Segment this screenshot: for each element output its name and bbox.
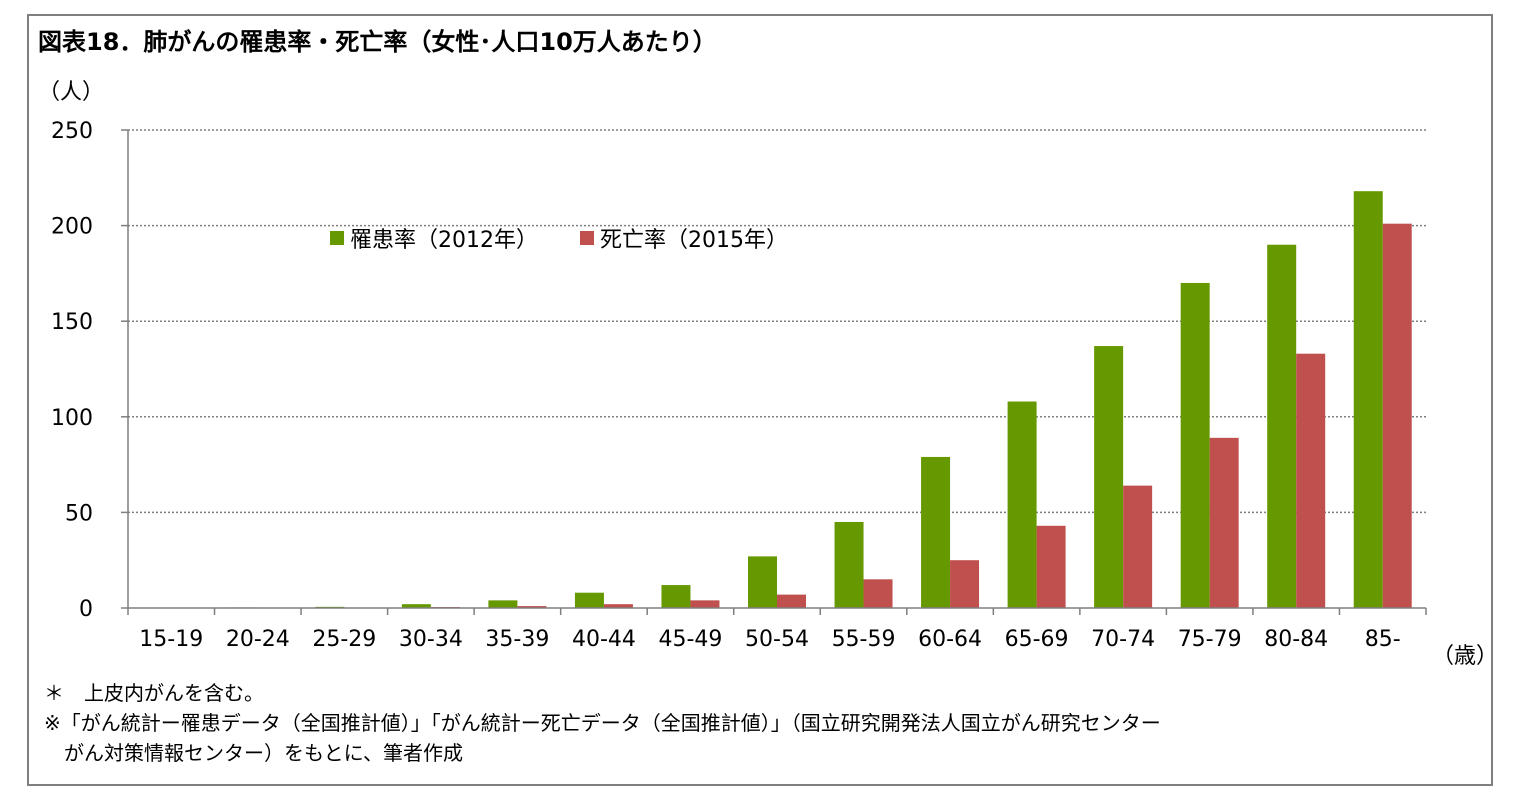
bar-incidence bbox=[1007, 401, 1037, 608]
legend-item-mortality: 死亡率（2015年） bbox=[580, 222, 788, 254]
y-tick-label: 0 bbox=[79, 597, 93, 622]
legend: 罹患率（2012年） 死亡率（2015年） bbox=[330, 222, 830, 254]
bar-mortality bbox=[1036, 525, 1066, 608]
bar-incidence bbox=[661, 585, 691, 608]
y-tick-label: 250 bbox=[51, 119, 93, 144]
footnote-2: ※「がん統計ー罹患データ（全国推計値）」「がん統計ー死亡データ（全国推計値）」（… bbox=[44, 711, 1161, 735]
legend-label-mortality: 死亡率（2015年） bbox=[600, 228, 788, 253]
x-tick-label: 60-64 bbox=[918, 627, 982, 652]
bar-incidence bbox=[1353, 191, 1383, 608]
bar-mortality bbox=[863, 579, 893, 608]
x-tick-label: 35-39 bbox=[485, 627, 549, 652]
bar-mortality bbox=[1296, 353, 1326, 608]
legend-swatch-mortality bbox=[580, 231, 594, 245]
bar-mortality bbox=[517, 606, 547, 608]
x-tick-label: 15-19 bbox=[139, 627, 203, 652]
y-tick-label: 200 bbox=[51, 215, 93, 240]
bar-mortality bbox=[777, 594, 806, 608]
legend-item-incidence: 罹患率（2012年） bbox=[330, 222, 538, 254]
x-tick-label: 25-29 bbox=[312, 627, 376, 652]
x-tick-label: 20-24 bbox=[226, 627, 290, 652]
x-tick-label: 50-54 bbox=[745, 627, 809, 652]
chart-frame bbox=[27, 14, 1493, 786]
bar-incidence bbox=[488, 600, 518, 608]
y-tick-label: 100 bbox=[51, 406, 93, 431]
bar-incidence bbox=[574, 592, 604, 608]
legend-swatch-incidence bbox=[330, 231, 344, 245]
bar-incidence bbox=[921, 456, 951, 608]
x-tick-label: 40-44 bbox=[572, 627, 636, 652]
x-tick-label: 85- bbox=[1365, 627, 1401, 652]
footnotes: ＊ 上皮内がんを含む。 ※「がん統計ー罹患データ（全国推計値）」「がん統計ー死亡… bbox=[44, 678, 1161, 768]
x-tick-label: 30-34 bbox=[399, 627, 463, 652]
footnote-1: ＊ 上皮内がんを含む。 bbox=[44, 681, 264, 705]
bar-mortality bbox=[690, 600, 720, 608]
x-tick-label: 80-84 bbox=[1264, 627, 1328, 652]
bar-incidence bbox=[748, 556, 777, 608]
y-tick-label: 50 bbox=[65, 501, 93, 526]
x-tick-label: 45-49 bbox=[658, 627, 722, 652]
x-tick-label: 65-69 bbox=[1005, 627, 1069, 652]
bar-mortality bbox=[603, 604, 633, 608]
bar-mortality bbox=[1123, 485, 1153, 608]
y-tick-label: 150 bbox=[51, 310, 93, 335]
x-tick-label: 75-79 bbox=[1178, 627, 1242, 652]
x-tick-label: 55-59 bbox=[832, 627, 896, 652]
bar-incidence bbox=[401, 604, 431, 608]
chart-title: 図表18．肺がんの罹患率・死亡率（女性･人口10万人あたり） bbox=[38, 28, 717, 56]
bar-incidence bbox=[1180, 282, 1210, 608]
x-axis-unit: （歳） bbox=[1432, 644, 1499, 669]
legend-label-incidence: 罹患率（2012年） bbox=[350, 228, 538, 253]
y-axis-unit: （人） bbox=[38, 80, 105, 105]
x-tick-label: 70-74 bbox=[1091, 627, 1155, 652]
bar-mortality bbox=[1382, 223, 1412, 609]
footnote-3: がん対策情報センター）をもとに、筆者作成 bbox=[44, 741, 463, 765]
bar-mortality bbox=[950, 560, 980, 608]
bar-incidence bbox=[834, 521, 864, 608]
bar-incidence bbox=[1094, 346, 1124, 608]
bar-incidence bbox=[1267, 244, 1297, 608]
bar-mortality bbox=[1209, 437, 1239, 608]
